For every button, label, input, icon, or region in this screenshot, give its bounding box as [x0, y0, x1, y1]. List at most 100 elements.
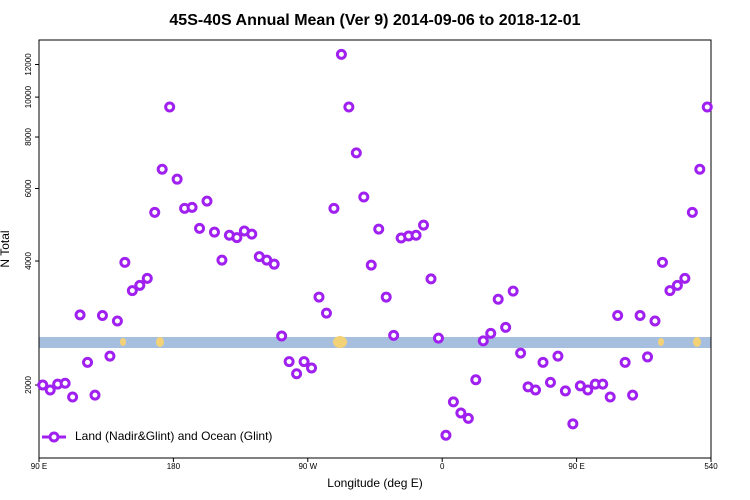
data-point	[567, 418, 579, 430]
data-point	[485, 327, 497, 339]
x-axis-label: Longitude (deg E)	[327, 476, 422, 490]
data-point	[380, 291, 392, 303]
band-spot	[658, 338, 664, 346]
x-tick-label: 540	[704, 462, 718, 471]
band-spot	[693, 337, 701, 347]
y-tick-label: 6000	[24, 179, 33, 197]
data-point	[134, 279, 146, 291]
data-point	[164, 101, 176, 113]
data-point	[462, 412, 474, 424]
y-tick-label: 12000	[24, 53, 33, 76]
data-point	[619, 356, 631, 368]
data-point	[335, 48, 347, 60]
y-axis-label: N Total	[0, 230, 12, 267]
data-point	[276, 330, 288, 342]
data-point	[642, 351, 654, 363]
data-point	[208, 226, 220, 238]
data-point	[671, 279, 683, 291]
data-point	[268, 258, 280, 270]
data-point	[694, 163, 706, 175]
data-point	[500, 321, 512, 333]
data-point	[537, 356, 549, 368]
glint-band	[39, 336, 711, 348]
data-point	[679, 272, 691, 284]
data-point	[470, 374, 482, 386]
data-point	[701, 101, 713, 113]
data-point	[298, 356, 310, 368]
data-point	[627, 389, 639, 401]
data-point	[649, 315, 661, 327]
data-point	[612, 309, 624, 321]
data-point	[216, 254, 228, 266]
data-point	[194, 222, 206, 234]
data-point	[291, 368, 303, 380]
data-point	[365, 259, 377, 271]
data-point	[432, 332, 444, 344]
x-tick-label: 180	[167, 462, 181, 471]
y-tick-label: 2000	[24, 376, 33, 394]
data-point	[156, 163, 168, 175]
data-point	[388, 329, 400, 341]
data-point	[231, 232, 243, 244]
data-point	[447, 396, 459, 408]
data-point	[313, 291, 325, 303]
data-point	[440, 429, 452, 441]
legend-label: Land (Nadir&Glint) and Ocean (Glint)	[75, 429, 272, 443]
band-spot	[333, 336, 347, 348]
data-point	[171, 173, 183, 185]
data-point	[373, 223, 385, 235]
data-point	[119, 256, 131, 268]
data-point	[111, 315, 123, 327]
data-point	[82, 356, 94, 368]
data-point	[67, 391, 79, 403]
data-point	[149, 206, 161, 218]
data-point	[604, 391, 616, 403]
chart-title: 45S-40S Annual Mean (Ver 9) 2014-09-06 t…	[169, 12, 580, 29]
plot-frame	[38, 39, 712, 459]
data-point	[515, 347, 527, 359]
data-point	[582, 384, 594, 396]
data-point	[455, 407, 467, 419]
x-tick-label: 90 W	[298, 462, 317, 471]
data-point	[530, 384, 542, 396]
data-point	[74, 309, 86, 321]
data-point	[89, 389, 101, 401]
legend: Land (Nadir&Glint) and Ocean (Glint)	[42, 429, 272, 443]
data-point	[544, 376, 556, 388]
data-point	[201, 195, 213, 207]
data-point	[306, 362, 318, 374]
data-point	[350, 147, 362, 159]
data-point	[664, 285, 676, 297]
data-point	[597, 378, 609, 390]
y-tick-label: 8000	[24, 128, 33, 146]
data-point	[37, 379, 49, 391]
x-tick-label: 90 E	[568, 462, 584, 471]
x-tick-label: 0	[440, 462, 445, 471]
data-point	[477, 335, 489, 347]
data-point	[44, 384, 56, 396]
band-spot	[156, 337, 164, 347]
y-tick-label: 4000	[24, 252, 33, 270]
data-point	[634, 309, 646, 321]
data-point	[410, 229, 422, 241]
data-point	[686, 206, 698, 218]
data-point	[492, 293, 504, 305]
data-point	[358, 191, 370, 203]
data-point	[104, 350, 116, 362]
data-point	[343, 101, 355, 113]
data-point	[141, 272, 153, 284]
x-tick-label: 90 E	[31, 462, 47, 471]
data-point	[246, 228, 258, 240]
data-point	[186, 201, 198, 213]
band	[39, 337, 711, 348]
data-point	[559, 385, 571, 397]
data-point	[425, 273, 437, 285]
data-point	[656, 256, 668, 268]
data-point	[507, 285, 519, 297]
data-point	[126, 285, 138, 297]
legend-marker	[48, 431, 60, 443]
data-point	[96, 309, 108, 321]
data-point	[418, 219, 430, 231]
data-point	[283, 356, 295, 368]
